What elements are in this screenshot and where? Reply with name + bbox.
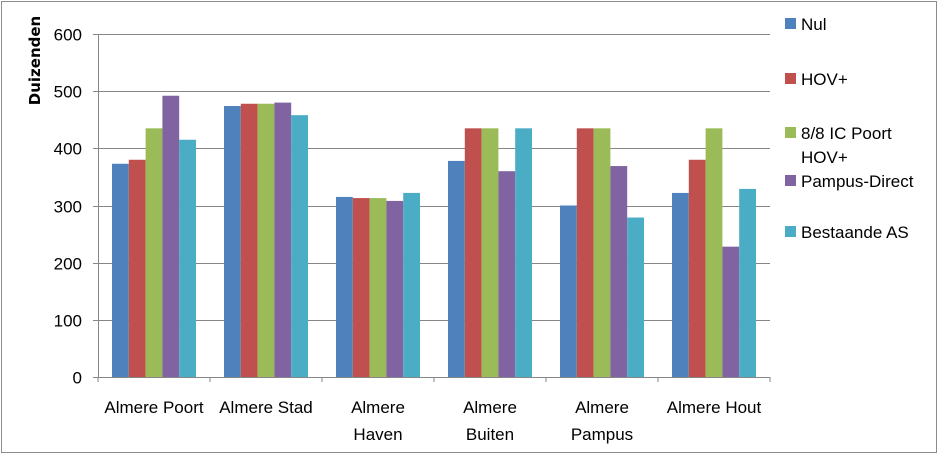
- bar: [739, 188, 756, 377]
- bar: [274, 102, 292, 377]
- bar: [498, 171, 516, 377]
- x-category-label: Almere Poort: [104, 398, 203, 417]
- legend-swatch: [785, 175, 796, 186]
- legend-label-line: Pampus-Direct: [801, 172, 914, 191]
- legend-label-line: HOV+: [801, 70, 848, 89]
- bar: [403, 192, 420, 377]
- bar: [515, 128, 532, 377]
- bar: [145, 128, 163, 377]
- y-axis-title: Duizenden: [26, 16, 44, 105]
- y-tick-label: 600: [54, 26, 82, 45]
- legend-swatch: [785, 226, 796, 237]
- bar: [162, 95, 180, 378]
- bar: [128, 159, 146, 377]
- x-category-label: Almere: [351, 398, 405, 417]
- x-category-label: Almere Hout: [667, 398, 762, 417]
- legend-swatch: [785, 73, 796, 84]
- y-tick-label: 300: [54, 198, 82, 217]
- x-category-label: Buiten: [466, 425, 514, 444]
- bar: [560, 205, 577, 377]
- legend-swatch: [785, 127, 796, 138]
- bar: [481, 128, 499, 377]
- bar: [352, 198, 370, 377]
- axes: [93, 34, 771, 382]
- x-category-label: Almere Stad: [219, 398, 313, 417]
- legend-label-line: 8/8 IC Poort: [801, 124, 892, 143]
- legend-swatch: [785, 18, 796, 29]
- bar: [705, 128, 723, 377]
- axis-labels: 0 100 200 300 400 500 600 Almere Poort Almere St…: [26, 16, 762, 444]
- legend-label: Bestaande AS: [801, 221, 931, 245]
- bar: [386, 200, 404, 377]
- y-tick-label: 0: [73, 369, 82, 388]
- bar: [722, 246, 740, 377]
- x-category-label: Haven: [353, 425, 402, 444]
- y-tick-label: 500: [54, 83, 82, 102]
- bar: [672, 192, 689, 377]
- legend-label: Pampus-Direct: [801, 170, 931, 194]
- bar: [112, 163, 129, 377]
- x-category-label: Almere: [463, 398, 517, 417]
- bar: [610, 166, 628, 377]
- legend-label-line: Bestaande AS: [801, 223, 909, 242]
- bar: [336, 196, 353, 377]
- x-category-label: Pampus: [571, 425, 633, 444]
- legend-label: HOV+: [801, 68, 931, 92]
- bar: [593, 128, 611, 377]
- bar: [224, 106, 241, 377]
- bars: [112, 95, 756, 378]
- bar: [688, 159, 706, 377]
- legend-label: Nul: [801, 13, 931, 37]
- y-tick-label: 400: [54, 140, 82, 159]
- x-category-label: Almere: [575, 398, 629, 417]
- legend-label-line: HOV+: [801, 148, 848, 167]
- bar: [627, 217, 644, 377]
- bar: [291, 115, 308, 377]
- bar: [464, 128, 482, 377]
- y-tick-label: 200: [54, 255, 82, 274]
- bar: [448, 160, 465, 377]
- bar: [179, 139, 196, 377]
- bar: [369, 198, 387, 377]
- bar: [576, 128, 594, 377]
- y-tick-label: 100: [54, 312, 82, 331]
- gridlines: [98, 34, 770, 321]
- legend-label: 8/8 IC Poort HOV+: [801, 122, 931, 170]
- bar: [240, 103, 258, 377]
- legend-label-line: Nul: [801, 15, 827, 34]
- bar: [257, 103, 275, 377]
